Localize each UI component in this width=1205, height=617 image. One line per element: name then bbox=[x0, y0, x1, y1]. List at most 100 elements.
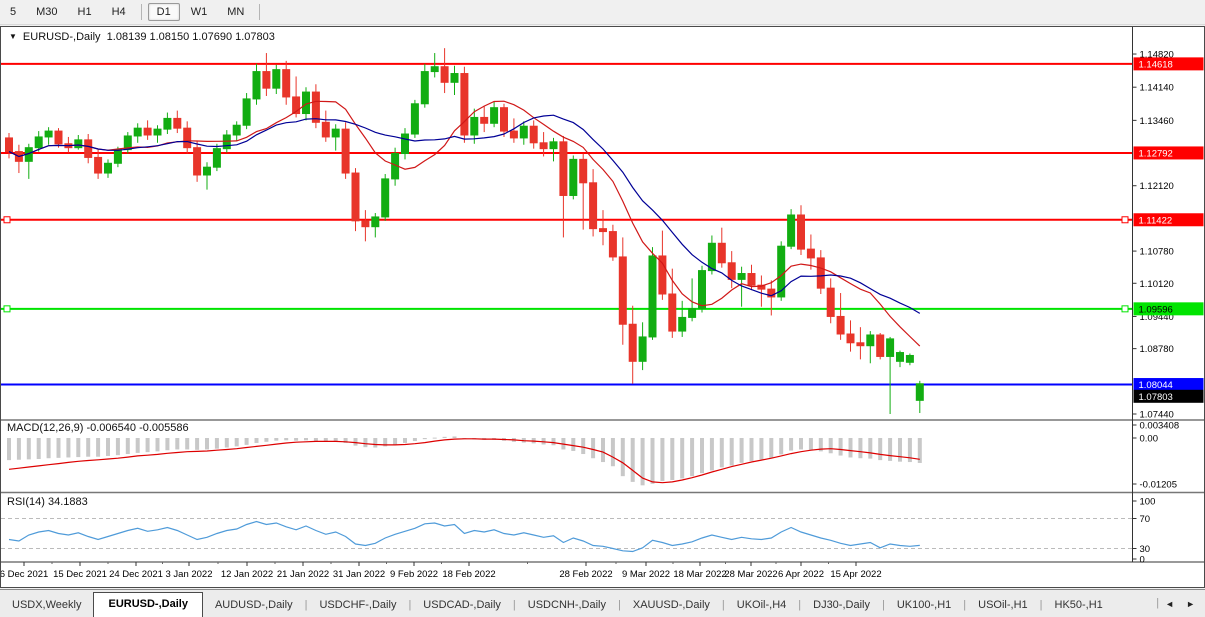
hline-handle[interactable] bbox=[1121, 305, 1129, 313]
macd-bar bbox=[610, 438, 615, 467]
symbol-tab-dj30-daily[interactable]: DJ30-,Daily bbox=[813, 599, 870, 611]
candle-body bbox=[589, 182, 598, 230]
timeframe-button-D1[interactable]: D1 bbox=[147, 3, 180, 21]
price-tick-label: 1.12120 bbox=[1140, 181, 1174, 192]
macd-bar bbox=[838, 438, 843, 456]
candle-body bbox=[856, 342, 865, 347]
candle-body bbox=[133, 127, 142, 137]
macd-bar bbox=[630, 438, 635, 482]
macd-bar bbox=[333, 438, 338, 442]
price-label-bg bbox=[1133, 213, 1204, 227]
candle-body bbox=[896, 352, 904, 362]
candle-body bbox=[143, 127, 152, 136]
date-label: 28 Feb 2022 bbox=[559, 569, 612, 580]
symbol-tab-eurusd-daily[interactable]: EURUSD-,Daily bbox=[93, 592, 203, 617]
candle-body bbox=[54, 130, 63, 145]
candle-body bbox=[668, 293, 677, 332]
date-label: 15 Apr 2022 bbox=[830, 569, 881, 580]
macd-bar bbox=[759, 438, 764, 460]
rsi-tick-label: 70 bbox=[1140, 514, 1151, 525]
candle-body bbox=[242, 98, 251, 126]
toolbar-separator bbox=[259, 4, 261, 20]
symbol-tab-hk50-h1[interactable]: HK50-,H1 bbox=[1054, 599, 1103, 611]
candle-body bbox=[737, 273, 746, 280]
timeframe-button-M30[interactable]: M30 bbox=[36, 6, 58, 18]
price-tick-label: 1.14140 bbox=[1140, 83, 1174, 94]
macd-bar bbox=[373, 438, 378, 448]
candle-body bbox=[470, 116, 479, 136]
candle-body bbox=[806, 248, 815, 259]
symbol-tabbar: USDX,Weekly EURUSD-,Daily AUDUSD-,Daily | US… bbox=[0, 589, 1205, 617]
hline-handle[interactable] bbox=[3, 305, 11, 313]
symbol-tab-uk100-h1[interactable]: UK100-,H1 bbox=[896, 599, 952, 611]
candle-body bbox=[401, 133, 409, 155]
price-label-bg bbox=[1133, 302, 1204, 316]
timeframe-button-MN[interactable]: MN bbox=[227, 6, 245, 18]
symbol-tab-ukoil-h4[interactable]: UKOil-,H4 bbox=[736, 599, 787, 611]
candle-body bbox=[113, 149, 122, 164]
symbol-tab-usdchf-daily[interactable]: USDCHF-,Daily bbox=[319, 599, 397, 611]
symbol-tab-usdx-weekly[interactable]: USDX,Weekly bbox=[12, 599, 82, 611]
candle-body bbox=[183, 127, 192, 149]
rsi-tick-label: 30 bbox=[1140, 544, 1151, 555]
macd-bar bbox=[16, 438, 21, 460]
timeframe-toolbar: 5 M30 H1 H4 D1 W1 MN bbox=[0, 0, 1205, 25]
toolbar-separator bbox=[140, 4, 142, 20]
candle-body bbox=[579, 158, 588, 184]
tab-separator: | bbox=[1156, 597, 1160, 609]
candle-body bbox=[232, 124, 241, 136]
macd-bar bbox=[7, 438, 11, 461]
macd-signal-line bbox=[8, 438, 920, 484]
timeframe-button-5[interactable]: 5 bbox=[10, 6, 17, 18]
tab-separator: | bbox=[512, 599, 516, 611]
macd-bar bbox=[680, 438, 685, 479]
symbol-tab-usdcad-daily[interactable]: USDCAD-,Daily bbox=[423, 599, 501, 611]
date-label: 15 Dec 2021 bbox=[53, 569, 107, 580]
date-label: 3 Jan 2022 bbox=[165, 569, 212, 580]
symbol-tab-audusd-daily[interactable]: AUDUSD-,Daily bbox=[214, 599, 293, 611]
price-tick-label: 1.13460 bbox=[1140, 116, 1174, 127]
date-label: 31 Jan 2022 bbox=[333, 569, 385, 580]
macd-bar bbox=[56, 438, 61, 458]
macd-bar bbox=[700, 438, 704, 474]
candle-body bbox=[282, 69, 291, 98]
macd-bar bbox=[254, 438, 259, 443]
macd-bar bbox=[551, 438, 556, 446]
candle-body bbox=[460, 73, 469, 136]
symbol-tab-usoil-h1[interactable]: USOil-,H1 bbox=[978, 599, 1028, 611]
candle-body bbox=[866, 334, 875, 347]
tab-separator: | bbox=[1039, 599, 1043, 611]
tab-scroll-right-icon[interactable]: ► bbox=[1186, 598, 1195, 609]
macd-bar bbox=[591, 438, 596, 459]
candle-body bbox=[44, 130, 53, 138]
price-label-bg bbox=[1133, 378, 1204, 392]
candle-body bbox=[173, 117, 182, 129]
hline-handle[interactable] bbox=[1121, 216, 1129, 224]
tab-scroll-left-icon[interactable]: ◄ bbox=[1165, 598, 1175, 609]
candle-body bbox=[608, 231, 617, 258]
candle-body bbox=[163, 117, 172, 130]
price-tick-label: 1.09440 bbox=[1140, 312, 1174, 323]
timeframe-button-H4[interactable]: H4 bbox=[111, 6, 126, 18]
hline-handle[interactable] bbox=[3, 216, 11, 224]
symbol-tab-usdcnh-daily[interactable]: USDCNH-,Daily bbox=[527, 599, 607, 611]
tab-separator: | bbox=[963, 599, 967, 611]
candle-body bbox=[292, 96, 301, 115]
macd-bar bbox=[323, 438, 328, 442]
macd-bar bbox=[115, 438, 120, 456]
macd-bar bbox=[858, 438, 863, 459]
date-label: 6 Apr 2022 bbox=[778, 569, 824, 580]
macd-bar bbox=[442, 436, 447, 438]
timeframe-button-W1[interactable]: W1 bbox=[190, 6, 208, 18]
macd-bar bbox=[46, 438, 51, 459]
candle-body bbox=[262, 71, 271, 89]
timeframe-button-H1[interactable]: H1 bbox=[77, 6, 92, 18]
candle-body bbox=[539, 142, 548, 150]
ma-slow-line bbox=[8, 114, 921, 314]
price-label-bg bbox=[1133, 57, 1204, 71]
candle-body bbox=[34, 136, 43, 149]
symbol-tab-xauusd-daily[interactable]: XAUUSD-,Daily bbox=[632, 599, 710, 611]
macd-bar bbox=[26, 438, 31, 460]
macd-bar bbox=[264, 438, 269, 442]
price-label: 1.14618 bbox=[1139, 59, 1173, 70]
